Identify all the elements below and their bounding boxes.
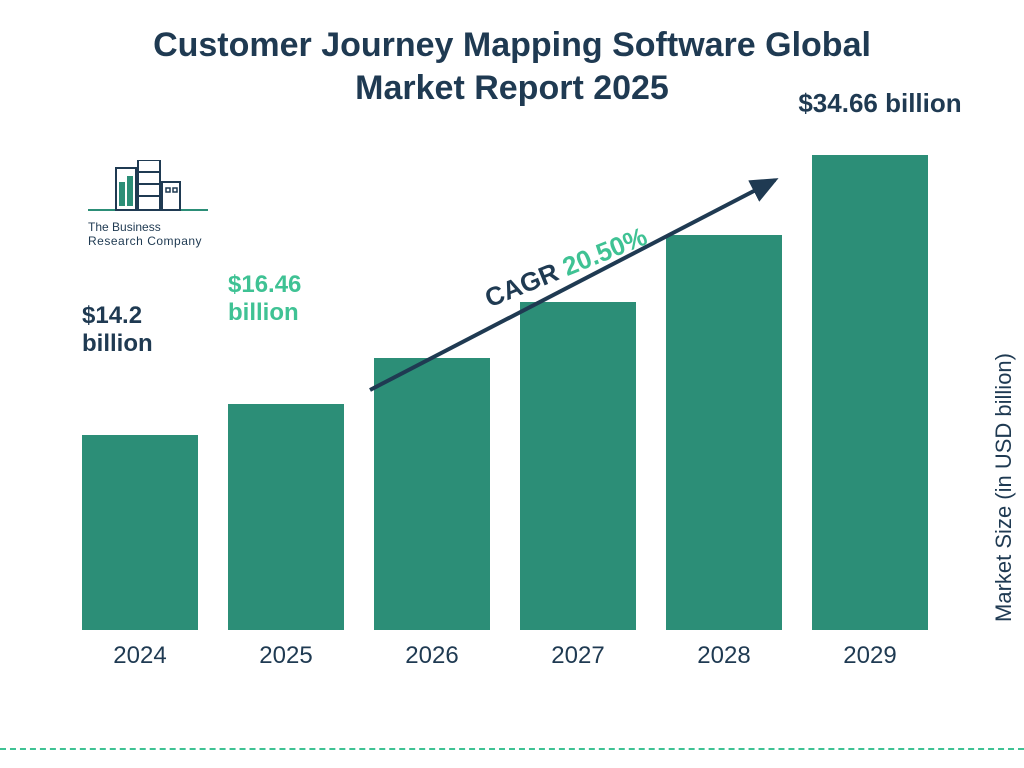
x-tick-label: 2024 <box>82 642 198 670</box>
bar-value-label: $34.66 billion <box>782 89 978 119</box>
bottom-divider <box>0 748 1024 750</box>
chart-area: $14.2billion$16.46billion$34.66 billion … <box>80 150 950 670</box>
y-axis-label: Market Size (in USD billion) <box>991 353 1017 622</box>
bar-value-label: $16.46billion <box>228 271 344 326</box>
bar <box>666 235 782 630</box>
x-tick-label: 2027 <box>520 642 636 670</box>
bar-value-label: $14.2billion <box>82 302 198 357</box>
bar <box>82 435 198 630</box>
bar <box>812 155 928 630</box>
x-tick-label: 2026 <box>374 642 490 670</box>
bar <box>520 302 636 630</box>
title-line2: Market Report 2025 <box>355 69 669 107</box>
x-tick-label: 2028 <box>666 642 782 670</box>
bar <box>228 404 344 630</box>
title-line1: Customer Journey Mapping Software Global <box>153 26 871 64</box>
bar-plot: $14.2billion$16.46billion$34.66 billion <box>80 150 950 630</box>
x-tick-label: 2029 <box>812 642 928 670</box>
x-tick-label: 2025 <box>228 642 344 670</box>
bar <box>374 358 490 630</box>
